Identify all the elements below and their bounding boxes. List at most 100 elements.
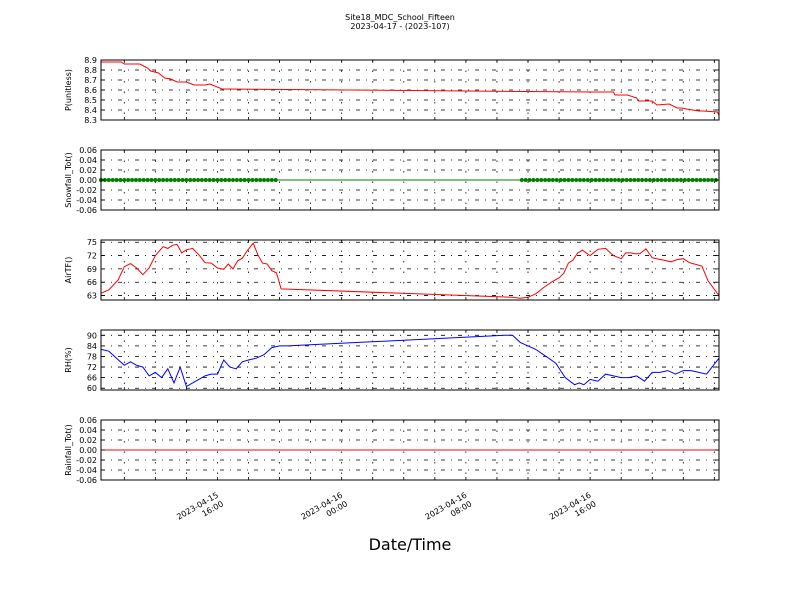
y-axis-label: RH(%) (64, 347, 73, 372)
data-point (620, 178, 625, 182)
panel-5: 0.060.040.020.00-0.02-0.04-0.06Rainfall_… (64, 416, 720, 485)
data-point (543, 178, 548, 182)
y-tick-label: 75 (87, 238, 97, 247)
data-point (585, 178, 590, 182)
data-point (706, 178, 711, 182)
data-point (636, 178, 641, 182)
panel-1: 8.98.88.78.68.58.48.3 P(unitless) (64, 56, 720, 125)
data-point (203, 178, 208, 182)
data-point (168, 178, 173, 182)
data-point (110, 178, 115, 182)
y-tick-label: 63 (87, 292, 97, 301)
data-point (192, 178, 197, 182)
data-point (616, 178, 621, 182)
data-point (153, 178, 158, 182)
data-point (234, 178, 239, 182)
y-tick-label: 8.9 (84, 56, 97, 65)
data-point (686, 178, 691, 182)
data-point (118, 178, 123, 182)
data-point (710, 178, 715, 182)
data-point (667, 178, 672, 182)
data-point (184, 178, 189, 182)
y-axis-label: Snowfall_Tot() (64, 152, 73, 208)
data-point (694, 178, 699, 182)
data-point (671, 178, 676, 182)
data-point (273, 178, 278, 182)
plot-frame (100, 239, 720, 301)
data-point (250, 178, 255, 182)
data-point (655, 178, 660, 182)
data-point (589, 178, 594, 182)
data-point (554, 178, 559, 182)
y-tick-label: 84 (87, 342, 97, 351)
data-point (640, 178, 645, 182)
series-line (100, 334, 720, 388)
y-tick-label: 0.02 (79, 436, 97, 445)
data-point (675, 178, 680, 182)
y-tick-label: 8.4 (84, 106, 97, 115)
data-point (223, 178, 228, 182)
y-tick-label: -0.04 (76, 196, 97, 205)
data-point (262, 178, 267, 182)
data-point (678, 178, 683, 182)
data-point (254, 178, 259, 182)
data-point (566, 178, 571, 182)
data-point (570, 178, 575, 182)
y-tick-label: 90 (87, 331, 97, 340)
data-point (632, 178, 637, 182)
data-point (157, 178, 162, 182)
y-tick-label: 0.00 (79, 446, 97, 455)
data-point (628, 178, 633, 182)
y-tick-label: 66 (87, 374, 97, 383)
y-tick-label: 78 (87, 352, 97, 361)
data-point (651, 178, 656, 182)
data-point (199, 178, 204, 182)
data-point (211, 178, 216, 182)
data-point (593, 178, 598, 182)
data-point (215, 178, 220, 182)
y-tick-label: -0.02 (76, 186, 97, 195)
panels: 8.98.88.78.68.58.48.3P(unitless)0.060.04… (64, 56, 720, 485)
data-point (149, 178, 154, 182)
data-point (188, 178, 193, 182)
data-point (180, 178, 185, 182)
data-point (574, 178, 579, 182)
data-point (558, 178, 563, 182)
panel-3: 75 72 69 66 63 AirTF() (64, 238, 720, 301)
data-point (137, 178, 142, 182)
y-tick-label: 0.00 (79, 176, 97, 185)
data-point (624, 178, 629, 182)
y-tick-label: 8.6 (84, 86, 97, 95)
data-point (122, 178, 127, 182)
y-tick-label: 0.02 (79, 166, 97, 175)
data-point (612, 178, 617, 182)
y-tick-label: 0.04 (79, 156, 97, 165)
data-point (698, 178, 703, 182)
data-point (269, 178, 274, 182)
y-axis-label: P(unitless) (64, 69, 73, 111)
data-point (130, 178, 135, 182)
series-line (100, 242, 720, 299)
data-point (605, 178, 610, 182)
data-point (527, 178, 532, 182)
y-tick-label: 8.3 (84, 116, 97, 125)
y-tick-label: -0.06 (76, 206, 97, 215)
data-point (230, 178, 235, 182)
data-point (161, 178, 166, 182)
y-tick-label: 8.5 (84, 96, 97, 105)
data-point (227, 178, 232, 182)
data-point (597, 178, 602, 182)
chart-title-line1: Site18_MDC_School_Fifteen (345, 13, 455, 22)
panel-2: 0.060.040.020.00-0.02-0.04-0.06Snowfall_… (64, 146, 720, 215)
data-point (133, 178, 138, 182)
y-axis-label: AirTF() (64, 257, 73, 284)
data-point (535, 178, 540, 182)
chart-title-line2: 2023-04-17 - (2023-107) (350, 22, 449, 31)
data-point (644, 178, 649, 182)
data-point (114, 178, 119, 182)
data-point (207, 178, 212, 182)
